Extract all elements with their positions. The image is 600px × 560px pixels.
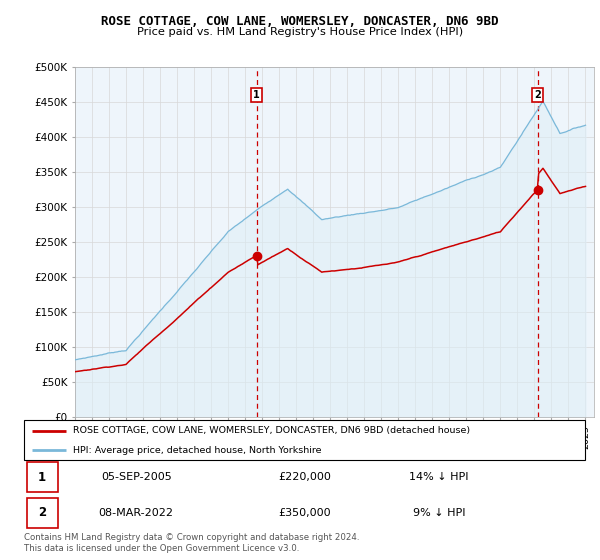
Text: £220,000: £220,000	[278, 472, 331, 482]
Text: 14% ↓ HPI: 14% ↓ HPI	[409, 472, 469, 482]
Text: £350,000: £350,000	[278, 508, 331, 518]
Bar	[27, 498, 58, 528]
Text: 08-MAR-2022: 08-MAR-2022	[98, 508, 174, 518]
Text: 05-SEP-2005: 05-SEP-2005	[101, 472, 172, 482]
Text: 1: 1	[38, 471, 46, 484]
Text: ROSE COTTAGE, COW LANE, WOMERSLEY, DONCASTER, DN6 9BD (detached house): ROSE COTTAGE, COW LANE, WOMERSLEY, DONCA…	[73, 426, 470, 435]
Text: HPI: Average price, detached house, North Yorkshire: HPI: Average price, detached house, Nort…	[73, 446, 322, 455]
Text: Contains HM Land Registry data © Crown copyright and database right 2024.
This d: Contains HM Land Registry data © Crown c…	[24, 533, 359, 553]
Text: ROSE COTTAGE, COW LANE, WOMERSLEY, DONCASTER, DN6 9BD: ROSE COTTAGE, COW LANE, WOMERSLEY, DONCA…	[101, 15, 499, 27]
Text: 2: 2	[534, 90, 541, 100]
Text: 2: 2	[38, 506, 46, 519]
Text: Price paid vs. HM Land Registry's House Price Index (HPI): Price paid vs. HM Land Registry's House …	[137, 27, 463, 37]
Text: 9% ↓ HPI: 9% ↓ HPI	[413, 508, 466, 518]
Text: 1: 1	[253, 90, 260, 100]
Bar	[27, 462, 58, 492]
